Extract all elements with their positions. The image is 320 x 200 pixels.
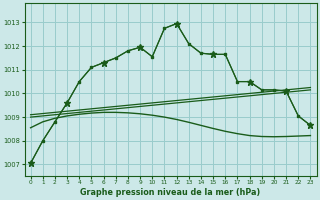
X-axis label: Graphe pression niveau de la mer (hPa): Graphe pression niveau de la mer (hPa) (80, 188, 261, 197)
